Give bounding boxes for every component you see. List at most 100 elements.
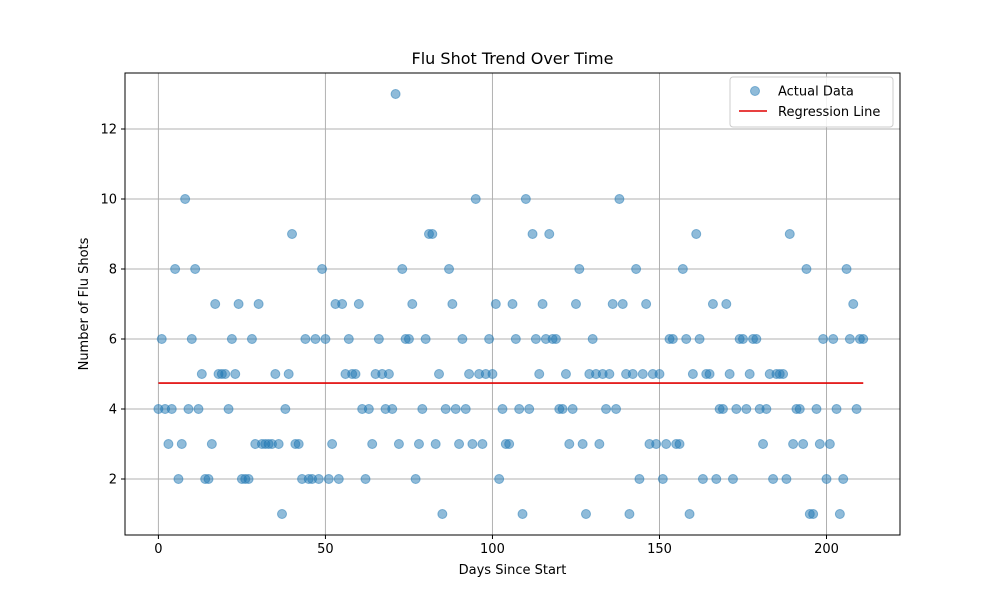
data-point [587, 334, 598, 344]
data-point [477, 439, 488, 449]
data-point [387, 404, 398, 414]
data-point [510, 334, 521, 344]
x-tick-label: 50 [317, 542, 334, 557]
data-point [834, 509, 845, 519]
data-point [721, 299, 732, 309]
plot-frame [124, 72, 901, 536]
data-point [784, 229, 795, 239]
y-axis-label: Number of Flu Shots [77, 237, 92, 370]
data-point [651, 439, 662, 449]
data-point [490, 299, 501, 309]
data-point [437, 509, 448, 519]
data-point [808, 509, 819, 519]
data-point [327, 439, 338, 449]
data-point [537, 299, 548, 309]
data-point [727, 474, 738, 484]
data-point [497, 404, 508, 414]
data-point [210, 299, 221, 309]
data-point [170, 264, 181, 274]
data-point [667, 334, 678, 344]
data-point [707, 299, 718, 309]
x-tick-label: 0 [154, 542, 162, 557]
data-point [403, 334, 414, 344]
data-point [457, 334, 468, 344]
data-point [731, 404, 742, 414]
data-point [798, 439, 809, 449]
data-point [410, 474, 421, 484]
data-point [737, 334, 748, 344]
data-point [190, 264, 201, 274]
data-point [323, 474, 334, 484]
data-point [460, 404, 471, 414]
data-point [570, 299, 581, 309]
data-point [697, 474, 708, 484]
data-point [206, 439, 217, 449]
data-point [654, 369, 665, 379]
data-point [694, 334, 705, 344]
data-point [687, 369, 698, 379]
data-point [828, 334, 839, 344]
data-point [567, 404, 578, 414]
data-point [420, 334, 431, 344]
data-point [163, 439, 174, 449]
data-point [193, 404, 204, 414]
data-point [711, 474, 722, 484]
data-point [363, 404, 374, 414]
data-point [524, 404, 535, 414]
x-axis-label: Days Since Start [459, 563, 567, 578]
data-point [397, 264, 408, 274]
data-point [717, 404, 728, 414]
data-point [470, 194, 481, 204]
x-tick-label: 100 [480, 542, 505, 557]
data-point [724, 369, 735, 379]
data-point [778, 369, 789, 379]
data-point [684, 509, 695, 519]
points-layer [153, 89, 869, 519]
data-point [814, 439, 825, 449]
data-point [818, 334, 829, 344]
chart-title: Flu Shot Trend Over Time [412, 49, 614, 68]
data-point [464, 369, 475, 379]
data-point [517, 509, 528, 519]
data-point [794, 404, 805, 414]
data-point [183, 404, 194, 414]
data-point [520, 194, 531, 204]
data-point [617, 299, 628, 309]
data-point [580, 509, 591, 519]
data-point [367, 439, 378, 449]
data-point [156, 334, 167, 344]
x-tick-label: 200 [814, 542, 839, 557]
data-point [373, 334, 384, 344]
data-point [744, 369, 755, 379]
data-point [704, 369, 715, 379]
data-point [223, 404, 234, 414]
data-point [681, 334, 692, 344]
legend-box [729, 76, 894, 128]
data-point [313, 474, 324, 484]
y-tick-label: 4 [109, 403, 117, 418]
data-point [173, 474, 184, 484]
data-point [627, 369, 638, 379]
data-point [514, 404, 525, 414]
data-point [343, 334, 354, 344]
data-point [253, 299, 264, 309]
data-point [226, 334, 237, 344]
y-tick-label: 6 [109, 333, 117, 348]
data-point [233, 299, 244, 309]
data-point [594, 439, 605, 449]
data-point [300, 334, 311, 344]
data-point [280, 404, 291, 414]
data-point [166, 404, 177, 414]
data-point [761, 404, 772, 414]
data-point [634, 474, 645, 484]
data-point [631, 264, 642, 274]
legend-marker-actual-data [750, 86, 760, 96]
data-point [293, 439, 304, 449]
data-point [821, 474, 832, 484]
data-point [801, 264, 812, 274]
data-point [444, 264, 455, 274]
data-point [310, 334, 321, 344]
data-point [504, 439, 515, 449]
